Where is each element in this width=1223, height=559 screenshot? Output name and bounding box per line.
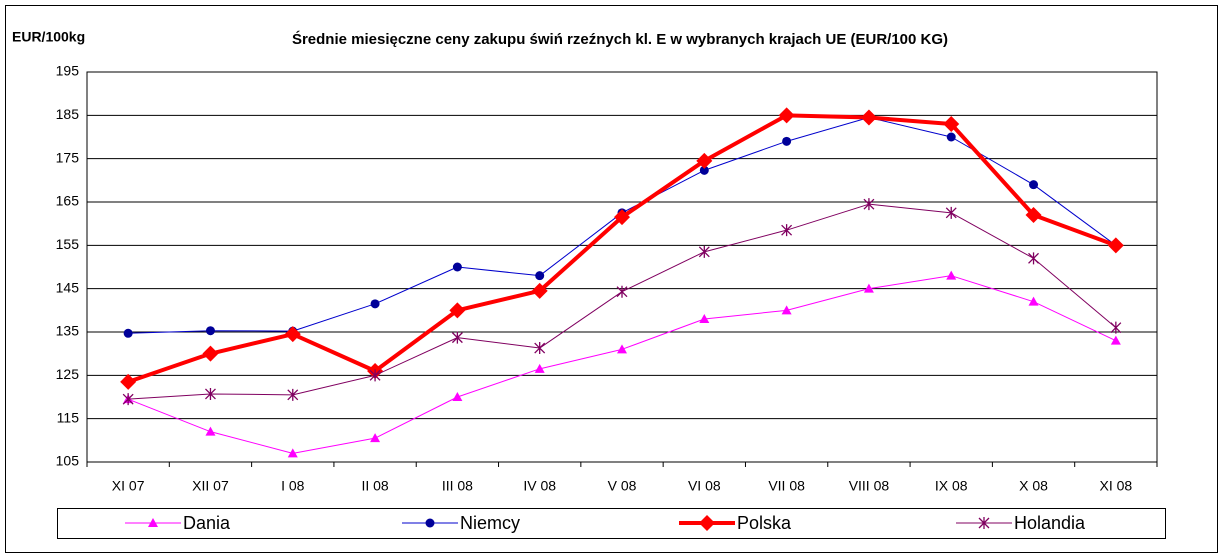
marker — [617, 344, 627, 354]
x-tick-label: IV 08 — [523, 478, 556, 494]
marker — [1025, 207, 1042, 223]
legend-label: Niemcy — [460, 513, 520, 533]
legend-label: Dania — [183, 513, 231, 533]
marker — [1107, 237, 1124, 254]
y-axis-label: EUR/100kg — [12, 29, 85, 45]
marker — [616, 285, 628, 298]
marker — [863, 198, 875, 211]
marker — [1110, 335, 1121, 345]
x-tick-label: XII 07 — [192, 478, 229, 494]
plot-area — [86, 71, 1158, 463]
marker — [205, 426, 216, 436]
marker — [696, 152, 713, 169]
marker — [202, 345, 219, 362]
marker — [535, 271, 545, 281]
legend-label: Polska — [737, 513, 792, 533]
marker — [943, 116, 960, 132]
marker — [1110, 321, 1122, 334]
marker — [863, 283, 874, 293]
marker — [781, 305, 792, 315]
marker — [205, 387, 216, 400]
x-tick-label: XI 07 — [112, 478, 145, 494]
marker — [205, 326, 215, 336]
marker — [782, 136, 792, 146]
marker — [698, 245, 710, 258]
x-tick-label: X 08 — [1019, 478, 1048, 494]
x-tick-label: V 08 — [608, 478, 637, 494]
marker — [287, 448, 298, 458]
y-tick-label: 155 — [56, 236, 80, 252]
y-tick-label: 125 — [56, 366, 80, 382]
chart-title: Średnie miesięczne ceny zakupu świń rzeź… — [292, 30, 948, 48]
x-tick-label: IX 08 — [935, 478, 968, 494]
marker — [946, 270, 957, 280]
y-tick-label: 135 — [56, 323, 80, 339]
marker — [945, 206, 957, 219]
marker — [123, 328, 133, 338]
marker — [781, 224, 793, 237]
marker — [946, 132, 956, 142]
marker — [370, 433, 381, 443]
x-tick-label: II 08 — [361, 478, 388, 494]
marker — [425, 518, 435, 528]
marker — [860, 109, 877, 126]
marker — [614, 209, 630, 226]
y-tick-label: 185 — [56, 106, 80, 122]
x-tick-label: VI 08 — [688, 478, 721, 494]
marker — [369, 369, 381, 382]
marker — [452, 262, 462, 272]
marker — [778, 107, 795, 124]
marker — [122, 393, 134, 406]
marker — [1028, 296, 1039, 306]
marker — [534, 363, 545, 373]
legend-label: Holandia — [1014, 513, 1086, 533]
marker — [699, 165, 709, 175]
x-tick-label: VII 08 — [768, 478, 805, 494]
x-tick-label: III 08 — [442, 478, 473, 494]
y-tick-label: 145 — [56, 279, 80, 295]
marker — [531, 282, 548, 299]
marker — [534, 342, 546, 355]
y-tick-label: 175 — [56, 149, 80, 165]
marker — [284, 326, 301, 343]
marker — [699, 515, 715, 531]
marker — [449, 302, 466, 319]
marker — [370, 299, 380, 309]
x-tick-label: I 08 — [281, 478, 305, 494]
marker — [452, 392, 463, 401]
marker — [120, 373, 137, 390]
marker — [148, 518, 158, 527]
x-tick-label: XI 08 — [1099, 478, 1132, 494]
x-tick-label: VIII 08 — [849, 478, 890, 494]
marker — [1029, 180, 1039, 190]
y-tick-label: 195 — [56, 63, 80, 79]
marker — [978, 517, 990, 529]
marker — [451, 331, 463, 344]
y-tick-label: 115 — [57, 409, 80, 425]
marker — [699, 314, 710, 323]
y-tick-label: 165 — [56, 193, 80, 209]
marker — [287, 388, 299, 401]
y-tick-label: 105 — [56, 453, 80, 469]
marker — [1028, 252, 1039, 265]
